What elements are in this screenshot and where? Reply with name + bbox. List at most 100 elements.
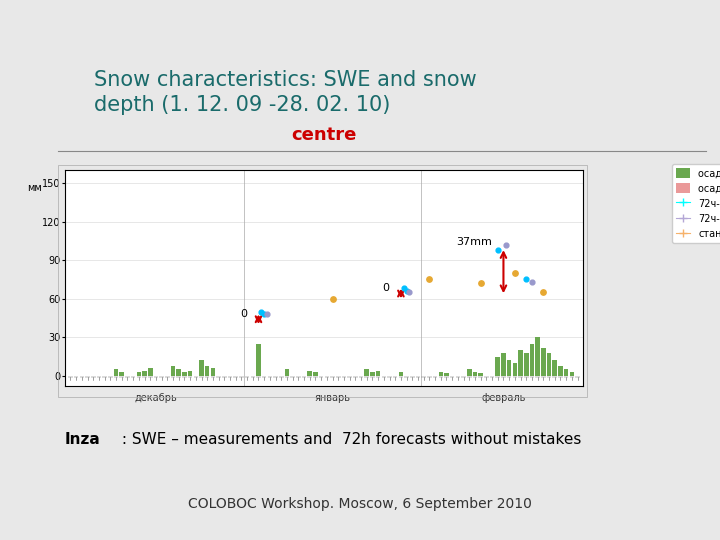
Bar (262, 376, 266, 379)
Bar (268, 376, 272, 379)
Bar (85, 376, 90, 379)
Bar (211, 368, 215, 376)
Bar (495, 356, 500, 376)
Bar (199, 360, 204, 376)
Text: 0: 0 (382, 283, 390, 293)
Bar (91, 376, 96, 379)
Bar (182, 376, 186, 379)
Bar (501, 353, 505, 376)
Bar (536, 338, 540, 376)
Bar (319, 376, 323, 379)
Bar (290, 376, 295, 379)
Point (521, 275, 532, 284)
Bar (313, 376, 318, 379)
Bar (143, 376, 147, 379)
Bar (296, 376, 301, 379)
Bar (279, 376, 284, 379)
Bar (199, 376, 204, 379)
Bar (347, 376, 352, 379)
Text: COLOBOC Workshop. Moscow, 6 September 2010: COLOBOC Workshop. Moscow, 6 September 20… (188, 497, 532, 511)
Bar (399, 376, 403, 379)
Point (327, 294, 338, 303)
Point (492, 246, 503, 254)
Bar (444, 373, 449, 376)
Bar (473, 372, 477, 376)
Bar (364, 369, 369, 376)
Text: февраль: февраль (481, 393, 526, 402)
Bar (570, 376, 574, 379)
Bar (546, 376, 552, 379)
Bar (462, 376, 466, 379)
Bar (171, 376, 175, 379)
Bar (251, 376, 255, 379)
Legend: осадки снег, осадки дождь, 72ч-нов, 72ч-ство, станция-поле: осадки снег, осадки дождь, 72ч-нов, 72ч-… (672, 164, 720, 242)
Bar (438, 372, 443, 376)
Point (256, 307, 267, 316)
Bar (518, 350, 523, 376)
Bar (96, 376, 102, 379)
Bar (233, 376, 238, 379)
Text: 0: 0 (240, 309, 247, 319)
Bar (148, 368, 153, 376)
Bar (536, 376, 540, 379)
Bar (513, 376, 517, 379)
Bar (524, 376, 528, 379)
Text: мм: мм (27, 183, 42, 193)
Bar (137, 376, 141, 379)
Bar (518, 376, 523, 379)
Bar (325, 376, 329, 379)
Bar (382, 376, 386, 379)
Bar (171, 366, 175, 376)
Bar (342, 376, 346, 379)
Bar (216, 376, 221, 379)
Bar (558, 366, 563, 376)
Bar (176, 376, 181, 379)
Bar (330, 376, 335, 379)
Bar (114, 369, 118, 376)
Text: 37mm: 37mm (456, 237, 492, 247)
Bar (564, 376, 568, 379)
Bar (108, 376, 112, 379)
Bar (405, 376, 409, 379)
Bar (125, 376, 130, 379)
Bar (410, 376, 415, 379)
Text: : SWE – measurements and  72h forecasts without mistakes: : SWE – measurements and 72h forecasts w… (117, 432, 581, 447)
Bar (205, 366, 210, 376)
Bar (507, 360, 511, 376)
Bar (552, 360, 557, 376)
Bar (188, 376, 192, 379)
Bar (165, 376, 170, 379)
Bar (239, 376, 243, 379)
Bar (256, 343, 261, 376)
Bar (541, 348, 546, 376)
Bar (120, 376, 124, 379)
Bar (222, 376, 227, 379)
Bar (274, 376, 278, 379)
Bar (546, 353, 552, 376)
Bar (336, 376, 341, 379)
Bar (284, 376, 289, 379)
Bar (153, 376, 158, 379)
Bar (387, 376, 392, 379)
Point (500, 240, 512, 249)
Text: Snow characteristics: SWE and snow
depth (1. 12. 09 -28. 02. 10): Snow characteristics: SWE and snow depth… (94, 70, 477, 115)
Bar (564, 369, 568, 376)
Point (475, 279, 487, 288)
Bar (415, 376, 420, 379)
Bar (159, 376, 164, 379)
Bar (421, 376, 426, 379)
Bar (552, 376, 557, 379)
Bar (353, 376, 358, 379)
Bar (530, 376, 534, 379)
Bar (558, 376, 563, 379)
Bar (68, 376, 73, 379)
Bar (427, 376, 432, 379)
Bar (131, 376, 135, 379)
Bar (456, 376, 460, 379)
Bar (143, 370, 147, 376)
Bar (501, 376, 505, 379)
Bar (313, 372, 318, 376)
Text: Inza: Inza (65, 432, 101, 447)
Bar (188, 370, 192, 376)
Bar (473, 376, 477, 379)
